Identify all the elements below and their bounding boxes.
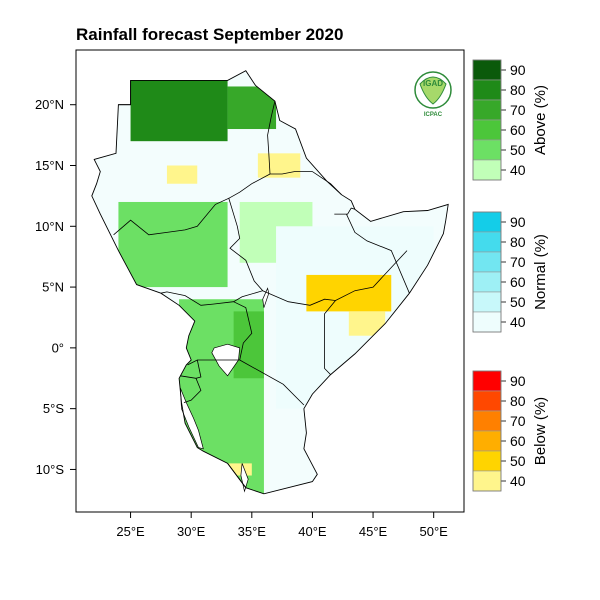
country-border — [180, 359, 202, 379]
country-border — [334, 207, 356, 215]
colorbar-border — [472, 211, 502, 333]
forecast-zone-below — [166, 165, 198, 184]
africa-glyph-icon — [419, 76, 447, 105]
colorbar-border — [472, 59, 502, 181]
colorbar-swatch — [472, 251, 502, 273]
x-tick-label: 45°E — [359, 524, 388, 539]
country-border — [346, 213, 410, 294]
colorbar-swatch — [472, 450, 502, 472]
lake — [240, 463, 249, 493]
colorbar-swatch — [472, 59, 502, 81]
colorbar-title: Normal (%) — [532, 234, 549, 310]
colorbar-label: 80 — [510, 82, 526, 98]
colorbar-label: 40 — [510, 162, 526, 178]
logo-sub-text: ICPAC — [424, 112, 443, 118]
y-tick-label: 0° — [52, 340, 64, 355]
colorbar-below: 90 80 70 60 50 40 Below (%) — [472, 370, 549, 492]
country-border — [267, 101, 342, 195]
colorbar-label: 70 — [510, 413, 526, 429]
forecast-zone-below — [306, 274, 392, 312]
x-tick-label: 35°E — [238, 524, 267, 539]
colorbar-label: 60 — [510, 274, 526, 290]
colorbar-border — [472, 370, 502, 492]
colorbar-label: 50 — [510, 294, 526, 310]
y-tick-label: 10°S — [36, 462, 65, 477]
colorbar-swatch — [472, 430, 502, 452]
colorbar-swatch — [472, 271, 502, 293]
chart-title: Rainfall forecast September 2020 — [76, 25, 343, 44]
country-border — [228, 173, 271, 199]
x-tick-label: 40°E — [298, 524, 327, 539]
colorbar-swatch — [472, 119, 502, 141]
x-axis: 25°E 30°E 35°E 40°E 45°E 50°E — [116, 512, 448, 539]
colorbar-label: 50 — [510, 142, 526, 158]
colorbar-swatch — [472, 79, 502, 101]
colorbar-normal: 90 80 70 60 50 40 Normal (%) — [472, 211, 549, 333]
forecast-zone-above — [233, 311, 264, 379]
colorbar-swatch — [472, 139, 502, 161]
colorbar-swatch — [472, 370, 502, 392]
y-axis: 20°N 15°N 10°N 5°N 0° 5°S 10°S — [35, 97, 76, 477]
colorbar-label: 60 — [510, 433, 526, 449]
x-tick-label: 30°E — [177, 524, 206, 539]
colorbar-label: 40 — [510, 314, 526, 330]
icpac-logo: IGAD ICPAC — [414, 71, 452, 118]
colorbar-label: 90 — [510, 373, 526, 389]
colorbar-title: Above (%) — [532, 85, 549, 155]
colorbar-swatch — [472, 410, 502, 432]
colorbar-swatch — [472, 390, 502, 412]
coastline — [91, 70, 449, 495]
colorbar-label: 80 — [510, 393, 526, 409]
colorbar-label: 50 — [510, 453, 526, 469]
country-border — [239, 359, 305, 406]
logo-main-text: IGAD — [423, 79, 443, 88]
colorbar-legend: 90 80 70 60 50 40 Above (%) 90 80 70 60 50 40 Normal … — [472, 59, 549, 492]
y-tick-label: 20°N — [35, 97, 64, 112]
country-border — [262, 290, 337, 375]
x-tick-label: 50°E — [420, 524, 449, 539]
colorbar-above: 90 80 70 60 50 40 Above (%) — [472, 59, 549, 181]
colorbar-title: Below (%) — [532, 397, 549, 465]
colorbar-label: 60 — [510, 122, 526, 138]
y-tick-label: 10°N — [35, 219, 64, 234]
colorbar-swatch — [472, 211, 502, 233]
colorbar-label: 70 — [510, 102, 526, 118]
x-tick-label: 25°E — [116, 524, 145, 539]
country-border — [113, 197, 264, 306]
country-border — [335, 250, 408, 301]
country-border — [233, 301, 253, 361]
colorbar-swatch — [472, 159, 502, 181]
y-tick-label: 15°N — [35, 158, 64, 173]
y-tick-label: 5°N — [42, 280, 64, 295]
country-border — [183, 378, 202, 403]
colorbar-label: 70 — [510, 254, 526, 270]
colorbar-swatch — [472, 470, 502, 492]
colorbar-label: 90 — [510, 214, 526, 230]
colorbar-label: 80 — [510, 234, 526, 250]
y-tick-label: 5°S — [43, 401, 64, 416]
colorbar-swatch — [472, 291, 502, 313]
colorbar-label: 90 — [510, 62, 526, 78]
colorbar-label: 40 — [510, 473, 526, 489]
colorbar-swatch — [472, 99, 502, 121]
colorbar-swatch — [472, 311, 502, 333]
lake — [262, 287, 270, 308]
forecast-zone-above — [130, 80, 228, 142]
colorbar-swatch — [472, 231, 502, 253]
forecast-zone-above — [118, 201, 228, 288]
